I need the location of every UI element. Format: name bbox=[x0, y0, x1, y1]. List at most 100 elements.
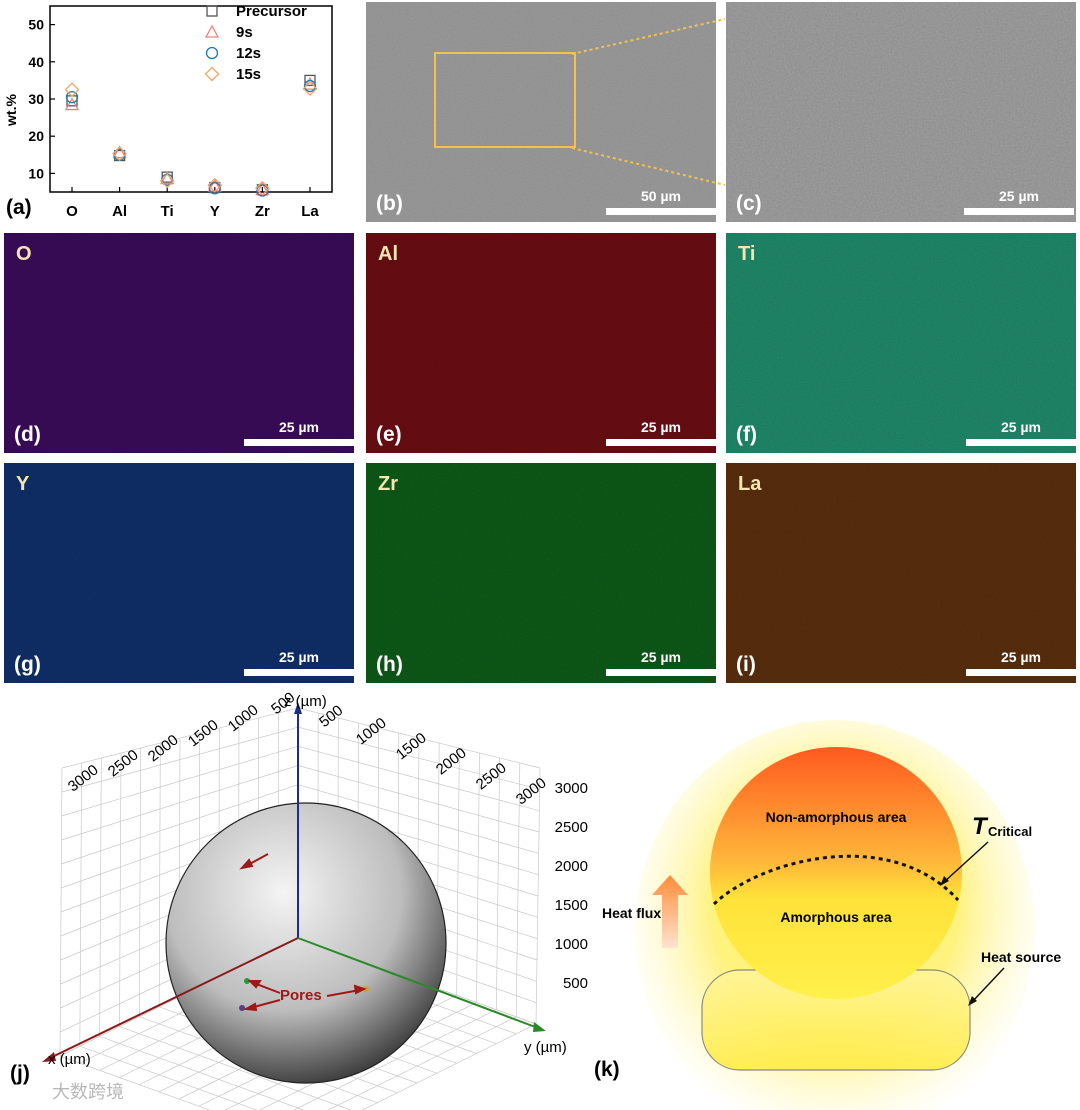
sem-image-c: (c) 25 µm bbox=[726, 2, 1076, 222]
data-point-15s bbox=[302, 81, 318, 97]
scale-text-f: 25 µm bbox=[1001, 419, 1041, 435]
heat-flux-label: Heat flux bbox=[602, 905, 661, 921]
y-axis-label-j: y (µm) bbox=[524, 1039, 567, 1056]
right-tick-label: 1500 bbox=[393, 729, 430, 763]
zoom-lines bbox=[571, 18, 726, 186]
vertical-tick-label: 1000 bbox=[555, 936, 588, 953]
y-tick-label: 30 bbox=[28, 91, 44, 107]
scale-text-i: 25 µm bbox=[1001, 649, 1041, 665]
panel-label-i: (i) bbox=[736, 653, 756, 676]
data-point-12s bbox=[208, 182, 221, 195]
y-tick-label: 20 bbox=[28, 128, 44, 144]
scale-bar-i bbox=[966, 669, 1076, 676]
eds-map-h: Zr (h) 25 µm bbox=[366, 463, 716, 683]
pores-label: Pores bbox=[280, 987, 322, 1004]
watermark: 大数跨境 bbox=[52, 1082, 124, 1103]
panel-label-c: (c) bbox=[736, 192, 762, 215]
data-point-15s bbox=[159, 173, 175, 189]
zoom-box bbox=[434, 52, 576, 148]
left-tick-label: 1500 bbox=[185, 716, 222, 750]
left-ticks: 3000 2500 2000 1500 1000 500 bbox=[65, 689, 298, 795]
sphere bbox=[165, 802, 447, 1084]
t-critical-sub: Critical bbox=[988, 824, 1032, 839]
data-point-12s bbox=[65, 90, 79, 104]
legend-marker bbox=[206, 5, 218, 17]
panel-label-j: (j) bbox=[10, 1062, 30, 1085]
eds-map-d: O (d) 25 µm bbox=[4, 233, 354, 453]
heat-flux-arrow bbox=[652, 875, 688, 948]
element-label-f: Ti bbox=[738, 243, 756, 265]
scale-text-b: 50 µm bbox=[641, 188, 681, 204]
t-critical-main: T bbox=[972, 813, 989, 840]
vertical-tick-label: 3000 bbox=[555, 780, 588, 797]
chart-legend: Precursor 9s 12s 15s bbox=[204, 3, 307, 83]
right-tick-label: 2000 bbox=[433, 744, 470, 778]
legend-marker bbox=[204, 66, 220, 82]
left-tick-label: 3000 bbox=[65, 761, 102, 795]
droplet bbox=[710, 747, 962, 999]
data-point-15s bbox=[64, 82, 80, 98]
panel-label-e: (e) bbox=[376, 423, 402, 446]
data-point-12s bbox=[303, 79, 317, 93]
vertical-ticks: 3000 2500 2000 1500 1000 500 bbox=[555, 780, 588, 992]
amorphous-label: Amorphous area bbox=[780, 909, 891, 925]
panel-label-k: (k) bbox=[594, 1058, 620, 1081]
non-amorphous-label: Non-amorphous area bbox=[766, 809, 907, 825]
element-label-i: La bbox=[738, 473, 762, 495]
data-point-precursor bbox=[304, 74, 316, 87]
element-label-d: O bbox=[16, 243, 32, 265]
heat-schematic: Non-amorphous area Amorphous area T Crit… bbox=[594, 720, 1061, 1110]
eds-map-i: La (i) 25 µm bbox=[726, 463, 1076, 683]
pore-3d-plot: z (µm) x (µm) y (µm) 3000 2500 2000 1500 100… bbox=[10, 689, 588, 1110]
data-point-12s bbox=[256, 184, 269, 197]
critical-boundary bbox=[712, 854, 960, 906]
x-tick-label: Zr bbox=[255, 203, 270, 220]
eds-map-e: Al (e) 25 µm bbox=[366, 233, 716, 453]
data-point-9s bbox=[64, 97, 80, 111]
panel-label-f: (f) bbox=[736, 423, 757, 446]
pore-dot bbox=[239, 1005, 245, 1011]
element-label-e: Al bbox=[378, 243, 398, 265]
right-tick-label: 2500 bbox=[473, 759, 510, 793]
right-tick-label: 1000 bbox=[353, 714, 390, 748]
composition-chart: 10 20 30 40 50 O Al Ti Y Zr La wt.% (a) Precursor 9… bbox=[3, 3, 333, 220]
y-tick-label: 50 bbox=[28, 17, 44, 33]
data-point-9s bbox=[112, 145, 127, 159]
element-label-g: Y bbox=[16, 473, 30, 495]
panel-label-h: (h) bbox=[376, 653, 403, 676]
x-axis bbox=[49, 937, 299, 1059]
panel-label-d: (d) bbox=[14, 423, 41, 446]
panel-label-g: (g) bbox=[14, 653, 41, 676]
vertical-tick-label: 1500 bbox=[555, 897, 588, 914]
y-axis bbox=[297, 937, 539, 1029]
z-axis-label: z (µm) bbox=[284, 693, 327, 710]
scale-text-c: 25 µm bbox=[999, 188, 1039, 204]
x-tick-label: O bbox=[66, 203, 78, 220]
scale-bar-d bbox=[244, 439, 354, 446]
data-point-9s bbox=[302, 76, 318, 90]
y-tick-label: 10 bbox=[28, 165, 44, 181]
scale-text-h: 25 µm bbox=[641, 649, 681, 665]
sem-image-b: (b) 50 µm bbox=[366, 2, 716, 222]
scale-text-g: 25 µm bbox=[279, 649, 319, 665]
data-point-15s bbox=[254, 180, 270, 196]
scale-bar-h bbox=[606, 669, 716, 676]
scale-text-e: 25 µm bbox=[641, 419, 681, 435]
x-tick-label: Al bbox=[112, 203, 127, 220]
scale-bar-f bbox=[966, 439, 1076, 446]
right-tick-label: 3000 bbox=[513, 774, 550, 808]
x-tick-label: Ti bbox=[161, 203, 174, 220]
data-point-15s bbox=[112, 146, 128, 162]
vertical-tick-label: 2000 bbox=[555, 858, 588, 875]
legend-marker bbox=[205, 46, 219, 60]
vertical-tick-label: 2500 bbox=[555, 819, 588, 836]
scale-bar-g bbox=[244, 669, 354, 676]
element-label-h: Zr bbox=[378, 473, 398, 495]
vertical-tick-label: 500 bbox=[563, 975, 588, 992]
y-tick-label: 40 bbox=[28, 54, 44, 70]
x-axis-label: x (µm) bbox=[48, 1051, 91, 1068]
x-tick-label: La bbox=[301, 203, 319, 220]
x-tick-label: Y bbox=[210, 203, 220, 220]
eds-map-f: Ti (f) 25 µm bbox=[726, 233, 1076, 453]
plot-frame bbox=[49, 5, 333, 193]
